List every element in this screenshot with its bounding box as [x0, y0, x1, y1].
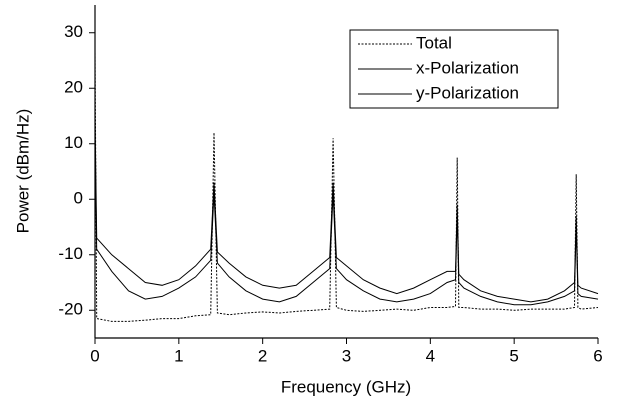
x-axis-label: Frequency (GHz)	[281, 377, 411, 396]
y-tick-label: 0	[74, 189, 83, 208]
series-line	[94, 143, 599, 306]
y-tick-label: 20	[64, 78, 83, 97]
y-tick-label: 10	[64, 133, 83, 152]
legend-label: y-Polarization	[416, 83, 519, 102]
y-tick-label: -10	[58, 244, 83, 263]
y-axis-label: Power (dBm/Hz)	[13, 109, 32, 234]
legend-label: Total	[416, 33, 452, 52]
x-tick-label: 1	[174, 346, 183, 365]
x-tick-label: 5	[509, 346, 518, 365]
series-line	[94, 115, 599, 303]
x-tick-label: 4	[426, 346, 435, 365]
legend-label: x-Polarization	[416, 58, 519, 77]
x-tick-label: 2	[258, 346, 267, 365]
x-tick-label: 6	[593, 346, 602, 365]
y-tick-label: -20	[58, 300, 83, 319]
y-tick-label: 30	[64, 22, 83, 41]
x-tick-label: 3	[342, 346, 351, 365]
x-tick-label: 0	[90, 346, 99, 365]
series-line	[94, 49, 599, 322]
